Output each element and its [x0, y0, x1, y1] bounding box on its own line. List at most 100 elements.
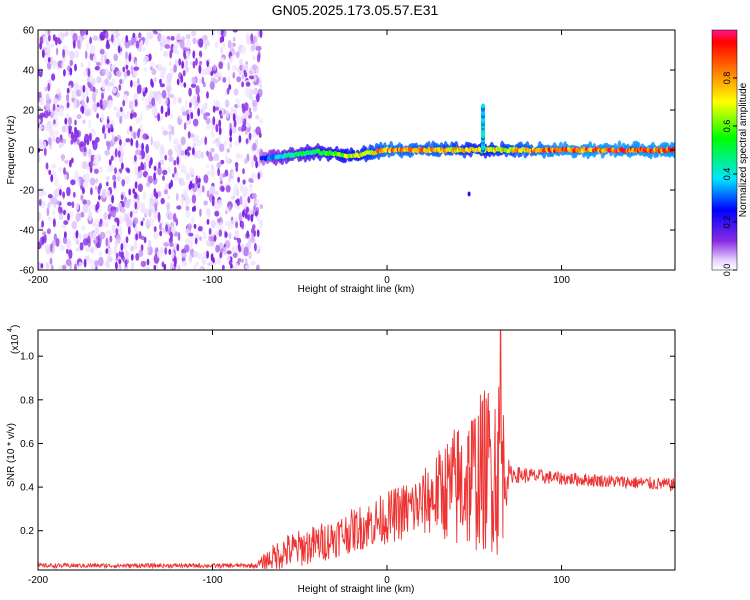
spectrogram-noise-cell: [137, 78, 140, 85]
spectrogram-noise-cell: [195, 139, 202, 147]
spectrogram-noise-cell: [164, 247, 168, 255]
spectrogram-noise-cell: [241, 81, 245, 88]
spectrogram-noise-cell: [143, 55, 149, 62]
spectrogram-noise-cell: [223, 109, 227, 115]
spectrogram-noise-cell: [58, 143, 62, 149]
spectrogram-noise-cell: [42, 35, 49, 43]
snr-scale-close: ): [10, 325, 21, 328]
spectrogram-noise-cell: [81, 105, 85, 115]
spectrogram-noise-cell: [206, 190, 210, 198]
spectrogram-noise-cell: [247, 214, 250, 221]
spectrogram-noise-cell: [75, 230, 79, 239]
spectrogram-noise-cell: [185, 99, 188, 109]
spectrogram-noise-cell: [72, 32, 78, 43]
spectrogram-noise-cell: [205, 208, 211, 216]
spectrogram-noise-cell: [226, 250, 232, 255]
spectrogram-noise-cell: [132, 198, 138, 204]
spectrogram-noise-cell: [39, 212, 42, 219]
spectrogram-noise-cell: [140, 244, 144, 252]
spectrogram-noise-cell: [175, 218, 178, 226]
spectrogram-noise-cell: [55, 36, 58, 46]
spectrogram-noise-cell: [96, 75, 102, 84]
spectrogram-noise-cell: [212, 30, 216, 36]
spectrogram-noise-cell: [156, 141, 161, 149]
spectrogram-noise-cell: [211, 167, 215, 178]
spectrogram-noise-cell: [95, 266, 98, 270]
spectrogram-noise-cell: [168, 156, 174, 163]
spectrogram-noise-cell: [252, 133, 257, 138]
spectrogram-noise-cell: [124, 266, 129, 270]
spectrogram-noise-cell: [192, 37, 197, 45]
spectrogram-noise-cell: [96, 242, 101, 249]
spectrogram-noise-cell: [147, 175, 153, 184]
spectrogram-noise-cell: [101, 80, 106, 91]
spectrogram-noise-cell: [173, 138, 179, 145]
spectrogram-noise-cell: [66, 186, 71, 197]
spectrogram-noise-cell: [176, 256, 179, 264]
spectrogram-noise-cell: [241, 126, 245, 133]
spectrogram-noise-cell: [38, 153, 41, 163]
spectrogram-noise-cell: [160, 70, 166, 80]
spectrogram-noise-cell: [142, 90, 146, 97]
spectrogram-noise-cell: [149, 217, 155, 226]
spectrogram-noise-cell: [211, 132, 215, 139]
spectrogram-noise-cell: [39, 112, 46, 118]
spectrogram-noise-cell: [235, 221, 239, 229]
spectrogram-noise-cell: [177, 97, 182, 104]
spectrogram-noise-cell: [135, 40, 140, 49]
spectrogram-noise-cell: [151, 68, 157, 76]
spectrogram-noise-cell: [153, 232, 159, 240]
spectrogram-noise-cell: [218, 127, 222, 135]
spectrogram-noise-cell: [176, 205, 182, 210]
spectrogram-noise-cell: [216, 162, 222, 169]
spectrogram-noise-cell: [255, 160, 258, 169]
snr-y-label: SNR (10 * v/v): [6, 423, 17, 487]
spectrogram-noise-cell: [46, 207, 50, 217]
spectrogram-noise-cell: [200, 137, 204, 144]
spectrogram-noise-cell: [237, 126, 242, 132]
spectrogram-noise-cell: [76, 114, 82, 120]
spectrogram-noise-cell: [105, 68, 110, 77]
spectrogram-noise-cell: [246, 35, 252, 45]
spectrogram-noise-cell: [151, 97, 156, 107]
spectrogram-noise-cell: [93, 155, 99, 165]
spectrogram-noise-cell: [128, 100, 134, 110]
spectrogram-noise-cell: [45, 93, 50, 102]
spectrogram-noise-cell: [192, 118, 199, 127]
spectrogram-noise-cell: [225, 157, 231, 164]
spectrogram-noise-cell: [253, 205, 256, 212]
spectrogram-noise-cell: [88, 247, 92, 253]
spectrogram-noise-cell: [244, 63, 249, 73]
spectrogram-noise-cell: [41, 220, 44, 228]
snr-y-tick-label: 0.4: [20, 483, 34, 494]
spectrogram-noise-cell: [80, 62, 84, 68]
spectrogram-noise-cell: [82, 119, 86, 124]
spectrogram-noise-cell: [145, 135, 150, 140]
spectrogram-noise-cell: [229, 136, 233, 143]
spectrogram-noise-cell: [236, 76, 242, 83]
spectrogram-noise-cell: [95, 178, 98, 184]
spectrogram-noise-cell: [114, 167, 117, 175]
spectrogram-noise-cell: [91, 140, 95, 146]
spectrogram-noise-cell: [249, 208, 253, 216]
spectrogram-noise-cell: [239, 64, 243, 70]
spectrogram-noise-cell: [45, 244, 51, 249]
spectrogram-noise-cell: [115, 37, 121, 44]
spectrogram-noise-cell: [225, 220, 230, 227]
spectrogram-noise-cell: [255, 45, 262, 52]
spectrogram-noise-cell: [121, 206, 125, 214]
spectrogram-noise-cell: [256, 53, 261, 63]
spectrogram-noise-cell: [119, 115, 123, 124]
spectrogram-noise-cell: [111, 78, 116, 85]
spectrogram-noise-cell: [105, 58, 110, 65]
spectrogram-noise-cell: [99, 231, 106, 240]
spectrogram-noise-cell: [39, 186, 45, 192]
spectrogram-noise-cell: [168, 213, 173, 221]
spectrogram-noise-cell: [74, 263, 77, 270]
spectrogram-noise-cell: [182, 188, 188, 198]
spectrogram-noise-cell: [88, 211, 93, 222]
spectrogram-noise-cell: [65, 258, 72, 266]
spectrogram-noise-cell: [117, 202, 122, 210]
spectrogram-noise-cell: [180, 74, 184, 84]
spectrogram-noise-cell: [115, 228, 119, 236]
